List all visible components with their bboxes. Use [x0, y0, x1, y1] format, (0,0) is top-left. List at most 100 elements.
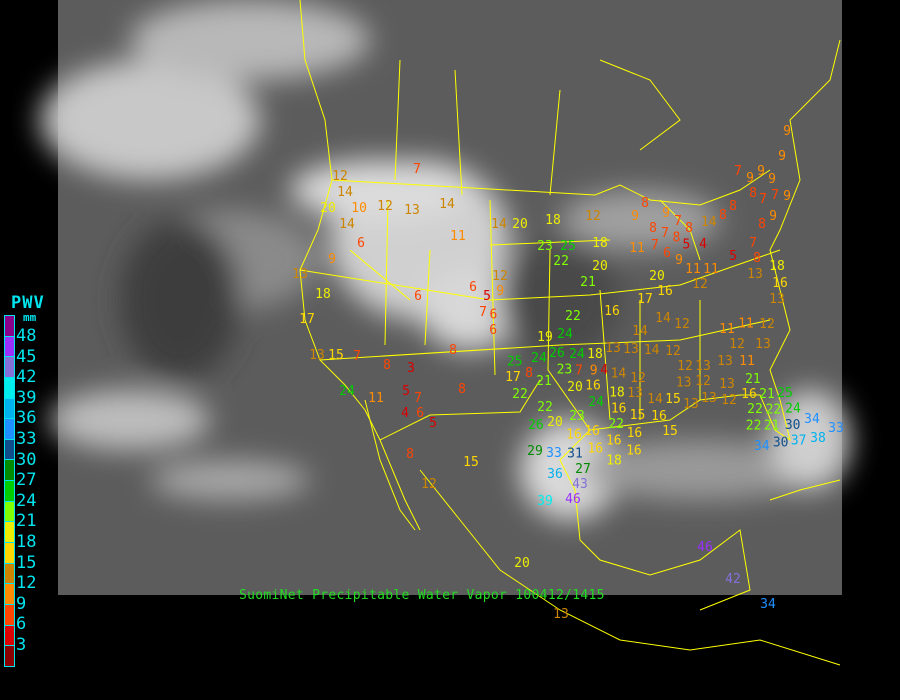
station-pwv-value: 11 [629, 241, 645, 256]
station-pwv-value: 34 [754, 439, 770, 454]
station-pwv-value: 8 [641, 196, 649, 211]
station-pwv-value: 9 [769, 209, 777, 224]
color-scale-segment [5, 522, 14, 544]
station-pwv-value: 17 [637, 292, 653, 307]
color-scale-segment [5, 563, 14, 585]
station-pwv-value: 11 [738, 317, 754, 332]
station-pwv-value: 31 [567, 447, 583, 462]
station-pwv-value: 42 [725, 572, 741, 587]
station-pwv-value: 21 [745, 372, 761, 387]
station-pwv-value: 4 [401, 406, 409, 421]
station-pwv-value: 14 [655, 311, 671, 326]
station-pwv-value: 9 [496, 284, 504, 299]
station-pwv-value: 7 [734, 164, 742, 179]
station-pwv-value: 16 [585, 379, 601, 394]
station-pwv-value: 13 [292, 267, 308, 282]
station-pwv-value: 24 [588, 395, 604, 410]
station-pwv-value: 12 [585, 209, 601, 224]
color-scale-label: 3 [16, 635, 27, 655]
station-pwv-value: 12 [729, 337, 745, 352]
station-pwv-value: 6 [489, 307, 497, 322]
color-scale-segment [5, 419, 14, 440]
station-pwv-value: 13 [719, 377, 735, 392]
color-scale-label: 45 [16, 346, 37, 367]
station-pwv-value: 9 [783, 124, 791, 139]
station-pwv-value: 39 [537, 494, 553, 509]
map-caption: SuomiNet Precipitable Water Vapor 100412… [239, 588, 605, 603]
station-pwv-value: 14 [647, 392, 663, 407]
station-pwv-value: 21 [759, 387, 775, 402]
station-pwv-value: 23 [557, 362, 573, 377]
station-pwv-value: 12 [421, 477, 437, 492]
station-pwv-value: 13 [695, 359, 711, 374]
station-pwv-value: 4 [699, 237, 707, 252]
station-pwv-value: 14 [491, 217, 507, 232]
station-pwv-value: 12 [665, 344, 681, 359]
station-pwv-value: 12 [492, 269, 508, 284]
station-pwv-value: 46 [565, 492, 581, 507]
political-boundaries [299, 0, 841, 666]
station-pwv-value: 6 [357, 236, 365, 251]
color-scale-label: 27 [16, 470, 37, 491]
station-pwv-value: 46 [697, 540, 713, 555]
station-pwv-value: 16 [611, 401, 627, 416]
station-pwv-value: 16 [772, 276, 788, 291]
station-pwv-value: 13 [747, 267, 763, 282]
station-pwv-value: 25 [777, 386, 793, 401]
station-pwv-value: 9 [746, 171, 754, 186]
station-pwv-value: 16 [626, 443, 642, 458]
station-pwv-value: 5 [729, 249, 737, 264]
station-pwv-value: 12 [332, 169, 348, 184]
color-scale-label: 12 [16, 573, 37, 594]
station-pwv-value: 13 [623, 342, 639, 357]
color-scale-label: 24 [16, 490, 37, 511]
color-scale-segment [5, 398, 14, 420]
station-pwv-value: 5 [402, 384, 410, 399]
station-pwv-value: 14 [439, 197, 455, 212]
station-pwv-value: 4 [600, 363, 608, 378]
station-pwv-value: 11 [450, 229, 466, 244]
station-pwv-value: 16 [587, 441, 603, 456]
station-pwv-value: 14 [337, 185, 353, 200]
color-scale-label: 21 [16, 511, 37, 532]
station-pwv-value: 15 [665, 392, 681, 407]
cloud-cover [40, 0, 850, 520]
station-pwv-value: 8 [753, 251, 761, 266]
station-pwv-value: 8 [758, 217, 766, 232]
station-pwv-value: 17 [299, 312, 315, 327]
color-scale-segment [5, 377, 14, 399]
station-pwv-value: 7 [674, 214, 682, 229]
station-pwv-value: 13 [769, 292, 785, 307]
color-scale-label: 6 [16, 614, 27, 635]
station-pwv-value: 8 [719, 208, 727, 223]
station-pwv-value: 21 [536, 374, 552, 389]
station-pwv-value: 18 [592, 236, 608, 251]
color-scale-label: 48 [16, 326, 37, 346]
station-pwv-value: 16 [604, 304, 620, 319]
station-pwv-value: 38 [810, 431, 826, 446]
station-pwv-value: 27 [575, 462, 591, 477]
station-pwv-value: 20 [512, 217, 528, 232]
color-scale-bar [4, 315, 15, 667]
station-pwv-value: 16 [584, 424, 600, 439]
station-pwv-value: 18 [315, 287, 331, 302]
station-pwv-value: 11 [719, 322, 735, 337]
color-scale-label: 9 [16, 593, 27, 614]
station-pwv-value: 25 [560, 239, 576, 254]
station-pwv-value: 7 [575, 364, 583, 379]
station-pwv-value: 37 [791, 433, 807, 448]
station-pwv-value: 13 [605, 341, 621, 356]
station-pwv-value: 13 [717, 354, 733, 369]
station-pwv-value: 11 [368, 391, 384, 406]
station-pwv-value: 16 [741, 387, 757, 402]
station-pwv-value: 18 [606, 454, 622, 469]
station-pwv-value: 15 [662, 424, 678, 439]
station-pwv-value: 7 [651, 238, 659, 253]
station-pwv-value: 8 [749, 186, 757, 201]
station-pwv-value: 34 [760, 597, 776, 612]
station-pwv-value: 22 [608, 417, 624, 432]
color-scale-label: 36 [16, 408, 37, 429]
station-pwv-value: 10 [351, 201, 367, 216]
